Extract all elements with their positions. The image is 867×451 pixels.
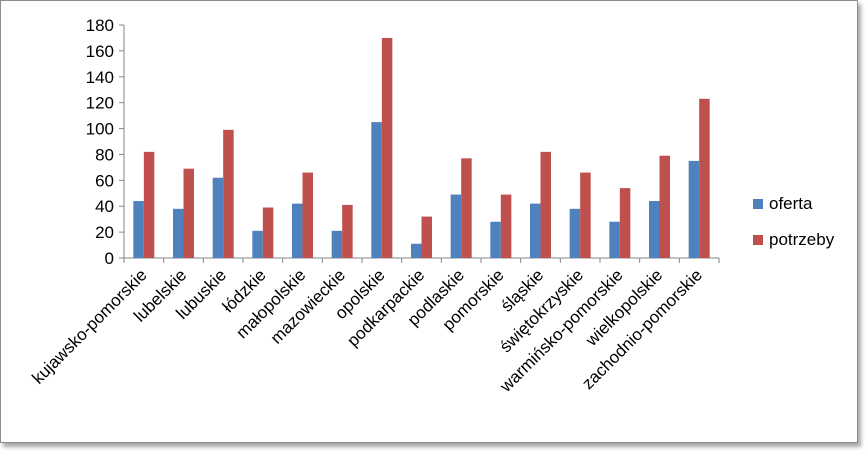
bar-oferta — [530, 203, 541, 258]
bar-oferta — [569, 208, 581, 258]
y-tick-label: 40 — [95, 197, 114, 216]
y-tick-label: 60 — [95, 171, 114, 190]
legend: oferta potrzeby — [753, 194, 835, 249]
y-tick-label: 100 — [86, 120, 114, 139]
bar-potrzeby — [540, 151, 551, 258]
bar-potrzeby — [619, 188, 631, 258]
bar-potrzeby — [580, 172, 591, 258]
legend-label-oferta: oferta — [769, 194, 813, 213]
x-axis: kujawsko-pomorskielubelskielubuskiełódzk… — [28, 257, 720, 396]
bar-oferta — [252, 230, 263, 258]
bar-oferta — [331, 230, 343, 258]
bar-oferta — [212, 177, 224, 258]
bar-oferta — [371, 122, 382, 258]
bar-oferta — [292, 203, 303, 258]
legend-swatch-potrzeby — [753, 235, 763, 245]
bar-oferta — [450, 194, 462, 258]
x-tick-label: kujawsko-pomorskie — [28, 265, 150, 387]
y-tick-label: 0 — [105, 249, 114, 268]
bar-oferta — [411, 243, 422, 258]
bar-potrzeby — [183, 168, 194, 258]
chart-frame: 0 20 40 60 80 100 120 140 160 180 kujawsko-pomors… — [0, 0, 858, 443]
bar-potrzeby — [461, 158, 472, 258]
bar-potrzeby — [500, 194, 512, 258]
bar-oferta — [133, 201, 144, 258]
bar-potrzeby — [381, 37, 393, 258]
legend-label-potrzeby: potrzeby — [769, 230, 835, 249]
bar-potrzeby — [659, 155, 670, 258]
bar-potrzeby — [342, 204, 353, 258]
bar-potrzeby — [421, 216, 432, 258]
bar-oferta — [490, 221, 501, 258]
bar-potrzeby — [302, 172, 313, 258]
bar-chart: 0 20 40 60 80 100 120 140 160 180 kujawsko-pomors… — [28, 16, 835, 396]
bar-oferta — [173, 208, 184, 258]
bar-potrzeby — [223, 129, 234, 258]
y-tick-label: 140 — [86, 68, 114, 87]
y-tick-label: 20 — [95, 223, 114, 242]
bars — [133, 37, 710, 259]
y-tick-label: 180 — [86, 16, 114, 35]
bar-potrzeby — [699, 98, 710, 259]
bar-potrzeby — [143, 151, 155, 258]
bar-potrzeby — [262, 207, 274, 258]
y-axis: 0 20 40 60 80 100 120 140 160 180 — [86, 16, 125, 268]
bar-oferta — [609, 221, 620, 258]
legend-swatch-oferta — [753, 199, 763, 209]
y-tick-label: 80 — [95, 145, 114, 164]
y-tick-label: 120 — [86, 94, 114, 113]
bar-oferta — [688, 160, 700, 258]
y-tick-label: 160 — [86, 42, 114, 61]
bar-oferta — [649, 201, 660, 258]
